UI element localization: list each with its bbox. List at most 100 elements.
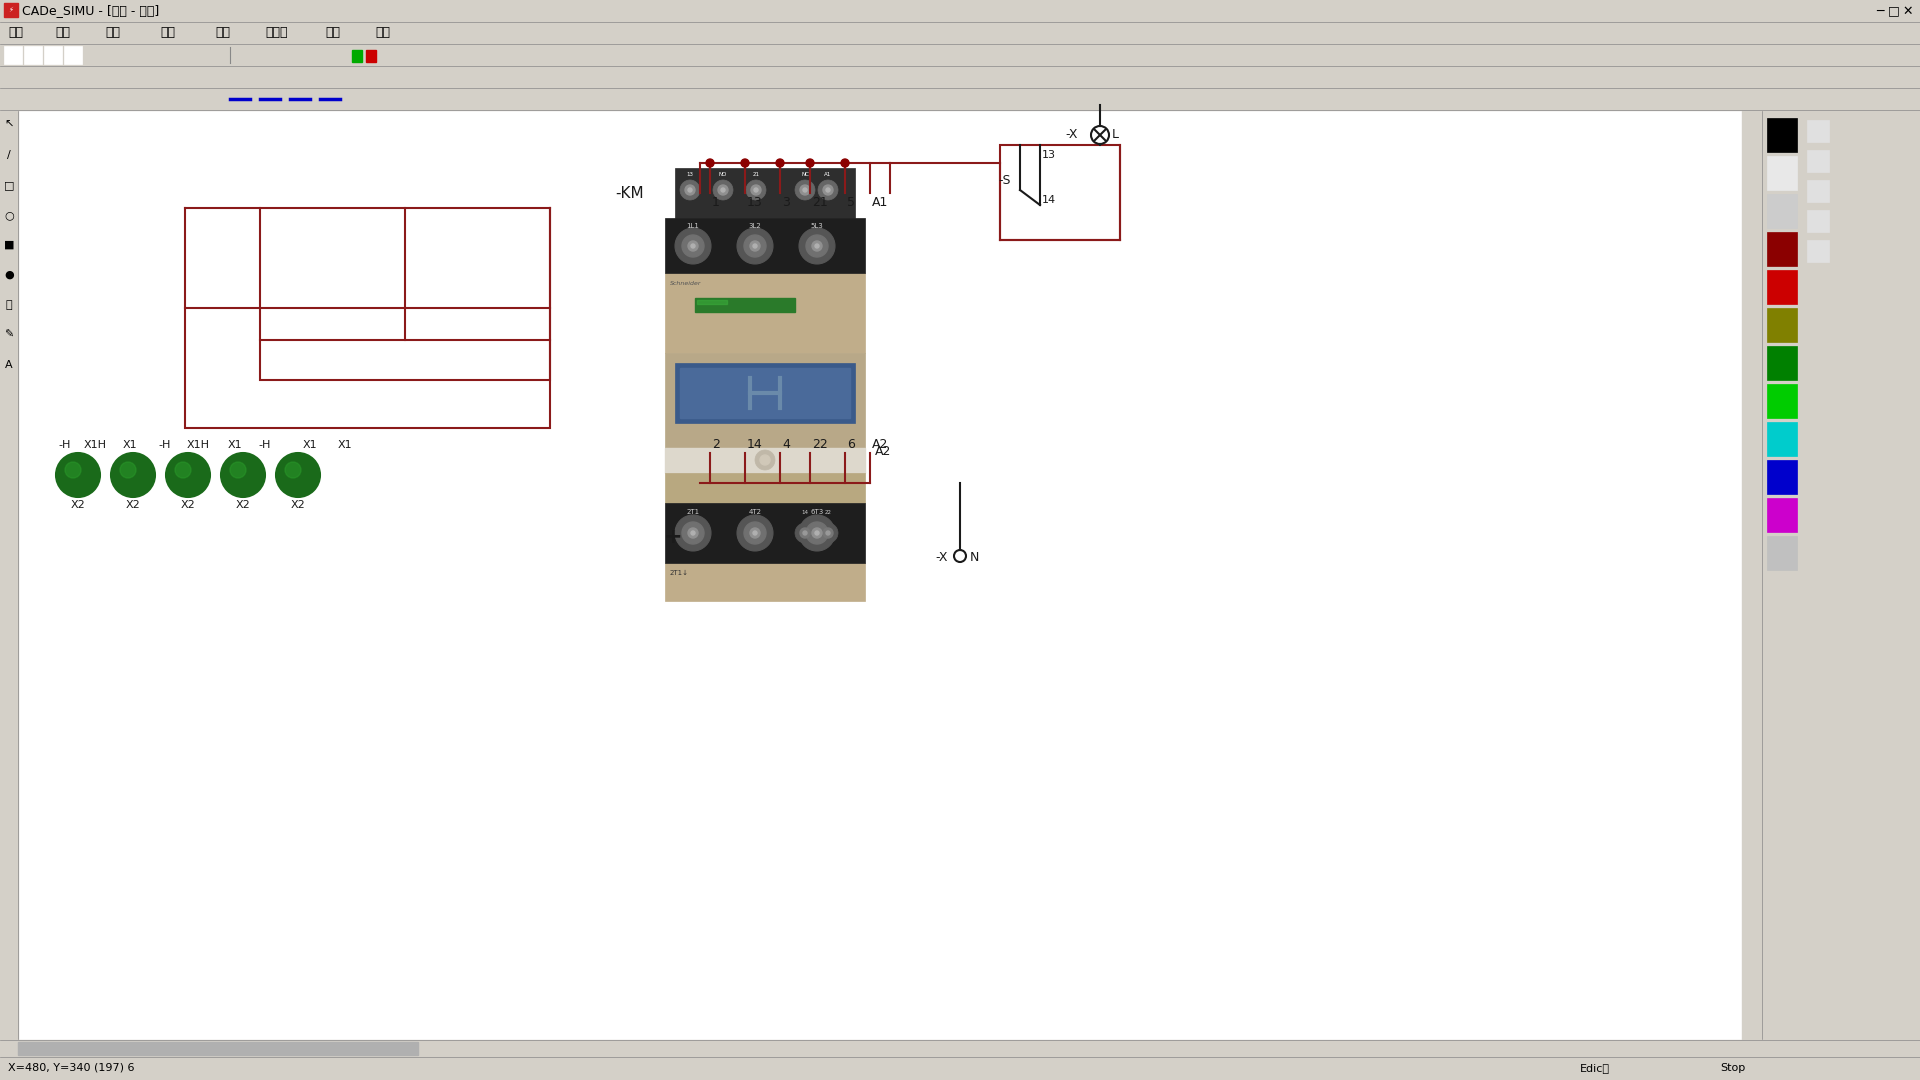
Circle shape (801, 185, 810, 195)
Bar (63, 46, 83, 64)
Bar (0, 1040, 1920, 1057)
Circle shape (119, 462, 136, 478)
Circle shape (56, 453, 100, 497)
Bar (351, 50, 363, 62)
Text: ✎: ✎ (4, 330, 13, 340)
Circle shape (687, 241, 699, 251)
Bar (664, 218, 866, 273)
Circle shape (712, 180, 733, 200)
Text: X2: X2 (125, 500, 140, 510)
Text: 5: 5 (847, 195, 854, 210)
Bar (1000, 145, 1119, 240)
Circle shape (175, 462, 190, 478)
Text: ─: ─ (1876, 4, 1884, 17)
Text: 13: 13 (1043, 150, 1056, 160)
Text: A1: A1 (824, 173, 831, 177)
Bar (695, 298, 795, 312)
Bar (1766, 118, 1797, 152)
Text: -KM: -KM (614, 186, 643, 201)
Circle shape (751, 528, 760, 538)
Text: 13: 13 (687, 173, 693, 177)
Text: 6: 6 (847, 438, 854, 451)
Text: CADe_SIMU - [模板 - 副本]: CADe_SIMU - [模板 - 副本] (21, 4, 159, 17)
Circle shape (806, 235, 828, 257)
Text: ■: ■ (4, 240, 13, 249)
Text: 窗口: 窗口 (324, 27, 340, 40)
Text: ●: ● (4, 270, 13, 280)
Circle shape (230, 462, 246, 478)
Text: X2: X2 (236, 500, 250, 510)
Circle shape (803, 188, 806, 192)
Bar (676, 363, 854, 423)
Text: X1H: X1H (83, 440, 106, 450)
Bar (1766, 346, 1797, 380)
Text: -H: -H (60, 440, 71, 450)
Text: Edic腳: Edic腳 (1580, 1063, 1611, 1074)
Bar (1741, 110, 1763, 1040)
Circle shape (824, 528, 833, 538)
Circle shape (755, 450, 776, 470)
Text: 14: 14 (1043, 195, 1056, 205)
Text: 帮助: 帮助 (374, 27, 390, 40)
Bar (1807, 240, 1830, 262)
Bar (664, 503, 866, 563)
Bar (259, 340, 549, 380)
Circle shape (65, 462, 81, 478)
Circle shape (806, 522, 828, 544)
Circle shape (284, 462, 301, 478)
Circle shape (682, 235, 705, 257)
Bar (1763, 110, 1920, 1055)
Circle shape (722, 188, 726, 192)
Bar (664, 563, 866, 600)
Bar (1807, 180, 1830, 202)
Text: /: / (8, 150, 12, 160)
Bar (1803, 110, 1920, 1055)
Text: 3L2: 3L2 (749, 222, 762, 229)
Circle shape (824, 185, 833, 195)
Bar (23, 46, 42, 64)
Text: 14: 14 (801, 510, 808, 514)
Circle shape (276, 453, 321, 497)
Text: 2T1: 2T1 (687, 509, 699, 515)
Circle shape (676, 228, 710, 264)
Text: X1: X1 (303, 440, 317, 450)
Bar (184, 308, 549, 428)
Circle shape (812, 528, 822, 538)
Text: 5L3: 5L3 (810, 222, 824, 229)
Circle shape (812, 241, 822, 251)
Text: NC: NC (801, 173, 808, 177)
Bar (680, 368, 851, 418)
Circle shape (165, 453, 209, 497)
Text: 1L1: 1L1 (687, 222, 699, 229)
Text: X=480, Y=340 (197) 6: X=480, Y=340 (197) 6 (8, 1063, 134, 1074)
Text: A: A (6, 360, 13, 370)
Circle shape (737, 228, 774, 264)
Bar (0, 110, 17, 1055)
Bar (676, 168, 854, 218)
Circle shape (753, 531, 756, 535)
Text: X1: X1 (123, 440, 138, 450)
Text: L: L (1112, 129, 1119, 141)
Bar (1766, 232, 1797, 266)
Bar (1766, 270, 1797, 303)
Text: 4: 4 (781, 438, 789, 451)
Circle shape (680, 180, 701, 200)
Bar (44, 46, 61, 64)
Bar (664, 448, 866, 473)
Text: N: N (970, 551, 979, 564)
Text: NO: NO (718, 173, 728, 177)
Text: A2: A2 (876, 445, 891, 458)
Text: 文件: 文件 (8, 27, 23, 40)
Bar (1807, 150, 1830, 172)
Text: 3: 3 (781, 195, 789, 210)
Circle shape (818, 523, 837, 543)
Text: 2T1↓: 2T1↓ (670, 570, 689, 576)
Circle shape (795, 180, 814, 200)
Circle shape (737, 515, 774, 551)
Text: -H: -H (259, 440, 271, 450)
Text: 绘图: 绘图 (106, 27, 119, 40)
Circle shape (221, 453, 265, 497)
Text: -X: -X (1066, 129, 1077, 141)
Bar (664, 273, 866, 353)
Text: ⚡: ⚡ (8, 6, 13, 13)
